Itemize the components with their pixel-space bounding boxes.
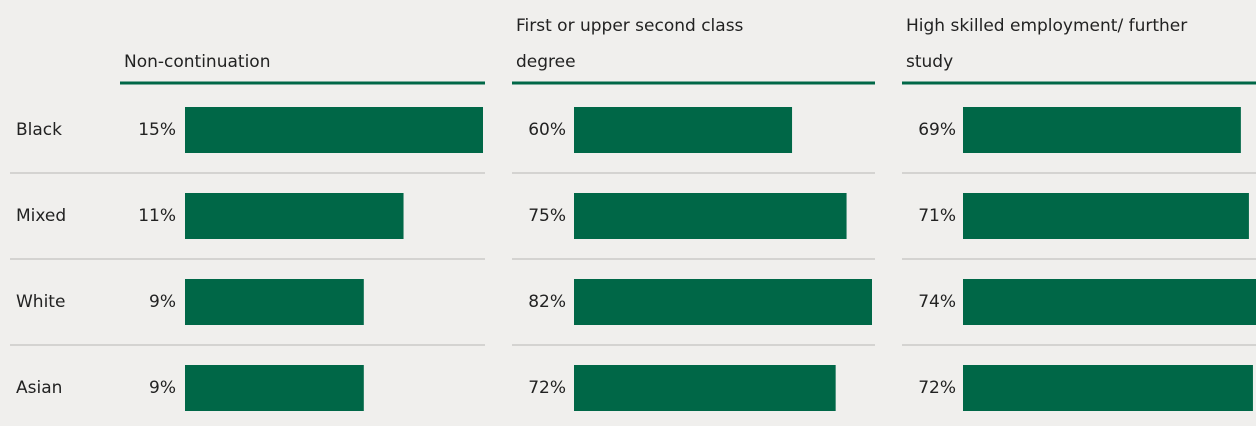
value-label: 9% xyxy=(149,378,176,398)
bar xyxy=(963,193,1249,239)
bar xyxy=(963,279,1256,325)
bar xyxy=(185,279,364,325)
bar xyxy=(963,107,1241,153)
bar xyxy=(574,365,836,411)
row-label: Mixed xyxy=(16,206,66,226)
value-label: 74% xyxy=(918,292,956,312)
value-label: 9% xyxy=(149,292,176,312)
panel-title: First or upper second class degree xyxy=(516,16,744,72)
row-label: White xyxy=(16,292,65,312)
value-label: 71% xyxy=(918,206,956,226)
row-label: Asian xyxy=(16,378,62,398)
bar xyxy=(574,279,872,325)
value-label: 11% xyxy=(138,206,176,226)
value-label: 75% xyxy=(528,206,566,226)
panel-title: Non-continuation xyxy=(124,52,271,72)
row-label: Black xyxy=(16,120,62,140)
bar xyxy=(574,107,793,153)
value-label: 15% xyxy=(138,120,176,140)
value-label: 60% xyxy=(528,120,566,140)
bar xyxy=(574,193,847,239)
panel-title: High skilled employment/ further study xyxy=(906,16,1188,72)
value-label: 82% xyxy=(528,292,566,312)
bar xyxy=(963,365,1253,411)
value-label: 69% xyxy=(918,120,956,140)
value-label: 72% xyxy=(528,378,566,398)
bar xyxy=(185,107,483,153)
value-label: 72% xyxy=(918,378,956,398)
bar xyxy=(185,365,364,411)
bar xyxy=(185,193,404,239)
